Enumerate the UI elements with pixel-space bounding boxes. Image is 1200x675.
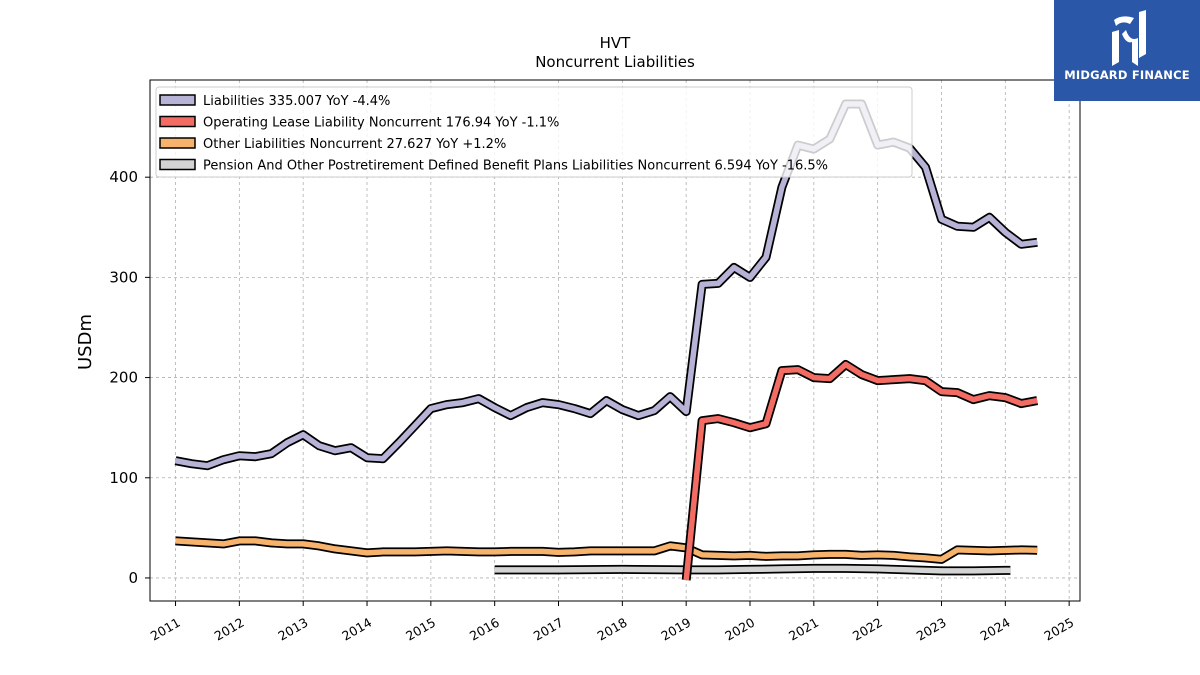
x-tick-label: 2018: [595, 615, 630, 644]
x-tick-label: 2012: [212, 615, 247, 644]
x-tick-label: 2023: [914, 615, 949, 644]
x-tick-label: 2017: [531, 615, 566, 644]
y-axis-label: USDm: [75, 314, 96, 370]
x-tick-label: 2015: [403, 615, 438, 644]
series-2: [175, 536, 1038, 564]
x-tick-label: 2013: [275, 615, 310, 644]
legend-label: Liabilities 335.007 YoY -4.4%: [203, 94, 390, 109]
x-tick-label: 2014: [339, 615, 374, 644]
logo-text: MIDGARD FINANCE: [1064, 68, 1190, 82]
legend-label: Pension And Other Postretirement Defined…: [203, 159, 828, 174]
plot-frame: [149, 79, 1081, 602]
brand-logo: MIDGARD FINANCE: [1054, 0, 1200, 101]
legend-swatch: [159, 137, 196, 149]
logo-mark-icon: [1112, 10, 1146, 66]
x-tick-label: 2019: [658, 615, 693, 644]
x-tick-label: 2011: [148, 615, 183, 644]
legend-swatch: [159, 115, 196, 128]
x-tick-label: 2021: [786, 615, 821, 644]
legend: Liabilities 335.007 YoY -4.4% Operating L…: [155, 86, 913, 178]
series-line: [494, 565, 1011, 574]
y-tick-label: 100: [109, 469, 138, 487]
x-tick-label: 2022: [850, 615, 885, 644]
legend-box: [155, 86, 913, 178]
legend-swatch: [159, 94, 196, 106]
y-tick-label: 400: [109, 168, 138, 186]
y-tick-label: 200: [109, 369, 138, 387]
legend-label: Other Liabilities Noncurrent 27.627 YoY …: [203, 137, 506, 152]
x-tick-label: 2020: [722, 615, 757, 644]
chart-subtitle: Noncurrent Liabilities: [535, 53, 695, 71]
legend-swatch: [159, 158, 196, 171]
y-tick-label: 0: [128, 569, 138, 587]
series-1: [681, 360, 1039, 581]
x-tick-label: 2024: [978, 615, 1013, 644]
y-tick-label: 300: [109, 268, 138, 286]
series-line: [683, 361, 1038, 581]
x-tick-label: 2016: [467, 615, 502, 644]
series-3: [494, 563, 1011, 576]
x-tick-label: 2025: [1041, 615, 1076, 644]
legend-label: Operating Lease Liability Noncurrent 176…: [203, 116, 559, 131]
chart-title: HVT: [600, 34, 632, 52]
series-line: [175, 538, 1038, 563]
